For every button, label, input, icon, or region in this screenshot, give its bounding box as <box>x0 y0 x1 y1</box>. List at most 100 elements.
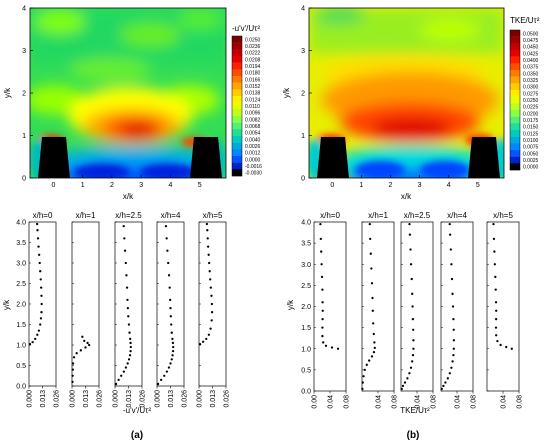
heatmap-a-colorbar-label: 0.0222 <box>245 51 261 57</box>
heatmap-a-colorbar-swatch <box>232 62 242 70</box>
profiles-b-ytick-label: 0.0 <box>301 389 311 396</box>
profiles-a-ytick-label: 3.0 <box>16 261 26 268</box>
profiles-a-ytick-label: 0.0 <box>16 384 26 391</box>
profiles-a-profile-point <box>125 286 129 289</box>
heatmap-a-colorbar-label: 0.0054 <box>245 131 261 137</box>
heatmap-a-xtick-label: 4 <box>168 182 172 189</box>
heatmap-b-colorbar-label: 0.0400 <box>523 58 539 64</box>
heatmap-b-colorbar-label: 0.0225 <box>523 105 539 111</box>
profiles-b-ytick-label: 2.0 <box>301 304 311 311</box>
profiles-a-profile-title: x/h=0 <box>33 211 53 220</box>
profiles-a-profile-point <box>114 382 118 386</box>
profiles-b-profile-xtick-label: 0.04 <box>501 395 508 409</box>
panel-label-b: (b) <box>407 430 420 441</box>
heatmap-b-colorbar-label: 0.0025 <box>523 158 539 164</box>
profiles-b-profile-title: x/h=1 <box>368 211 388 220</box>
heatmap-b-ytick-label: 3 <box>301 48 305 55</box>
heatmap-b-colorbar-swatch <box>510 156 520 164</box>
heatmap-b-colorbar-label: 0.0325 <box>523 78 539 84</box>
heatmap-a-colorbar-swatch <box>232 42 242 50</box>
profiles-a-profile-point <box>40 302 43 306</box>
heatmap-b-xtick-label: 5 <box>476 182 480 189</box>
heatmap-b-xtick-label: 0 <box>330 182 334 189</box>
profiles-a-profile-point <box>37 245 40 248</box>
heatmap-a-colorbar-label: 0.0124 <box>245 97 261 103</box>
heatmap-b-colorbar-swatch <box>510 136 520 144</box>
heatmap-b-colorbar-swatch <box>510 123 520 131</box>
heatmap-b-colorbar-label: 0.0100 <box>523 138 539 144</box>
profiles-a-profile-point <box>39 270 42 273</box>
heatmap-b-ytick-label: 1 <box>301 133 305 140</box>
profiles-a-ytick-label: 0.5 <box>16 363 26 370</box>
profiles-a-profile-point <box>120 374 123 377</box>
profiles-a-profile-point <box>31 340 34 344</box>
heatmap-b-colorbar-label: 0.0150 <box>523 125 539 131</box>
profiles-a-profile-point <box>129 345 132 349</box>
profiles-b-ytick-label: 3.5 <box>301 241 311 248</box>
heatmap-b-colorbar-label: 0.0075 <box>523 145 539 151</box>
heatmap-a-colorbar-swatch <box>232 89 242 97</box>
profiles-a-profile-point <box>167 366 171 369</box>
profiles-b-profile-title: x/h=5 <box>493 211 513 220</box>
profiles-a-profile-xtick-label: 0.026 <box>97 390 104 408</box>
profiles-b-profile-point <box>369 237 372 241</box>
heatmap-b-ytick-label: 4 <box>301 6 305 13</box>
profiles-a-profile-point <box>126 306 130 310</box>
profiles-b-profile-point <box>370 282 374 285</box>
heatmap-a-xtick-label: 5 <box>198 182 202 189</box>
profiles-b-profile-title: x/h=2.5 <box>404 211 431 220</box>
heatmap-a-colorbar-swatch <box>232 136 242 143</box>
heatmap-a-colorbar: 0.02500.02360.02220.02080.01940.01800.01… <box>231 35 262 177</box>
profiles-b-profile-xtick-label: 0.08 <box>431 395 438 409</box>
profiles-b-profile-point <box>408 222 411 226</box>
profiles-b-profile-point <box>449 248 452 251</box>
profiles-a-profile-point <box>128 354 132 357</box>
profiles-a-profile-xtick-label: 0.000 <box>113 390 120 408</box>
profiles-a-profile-point <box>165 370 169 373</box>
profiles-b-profile-point <box>319 222 322 226</box>
heatmap-a-colorbar-label: 0.0194 <box>245 64 261 70</box>
profiles-a-profile-point <box>40 286 43 289</box>
heatmap-b-colorbar-label: 0.0000 <box>523 165 539 171</box>
profiles-b-profile-point <box>324 344 328 347</box>
heatmap-b-colorbar-swatch <box>510 50 520 57</box>
profiles-a-profile-point <box>83 339 86 343</box>
profiles-b-profile-point <box>372 350 376 354</box>
profiles-b-profile-xtick-label: 0.04 <box>328 395 335 409</box>
profiles-a-profile-point <box>127 315 130 318</box>
heatmap-a-colorbar-label: 0.0012 <box>245 151 261 157</box>
profiles-a-profile-xtick-label: 0.000 <box>70 390 77 408</box>
heatmap-a-colorbar-swatch <box>232 116 242 123</box>
heatmap-a-colorbar-label: 0.0040 <box>245 137 261 143</box>
profiles-b-ytick-label: 1.0 <box>301 346 311 353</box>
profiles-a-profile-point <box>38 261 41 265</box>
profiles-b-profile-point <box>494 326 498 329</box>
profiles-a-profile-point <box>36 237 40 240</box>
heatmap-a-colorbar-swatch <box>232 162 242 170</box>
profiles-a-profile-point <box>37 329 41 332</box>
profiles-b-profile-point <box>451 360 454 363</box>
profiles-a-profile-point <box>166 249 169 252</box>
heatmap-a-ytick-label: 3 <box>22 48 26 55</box>
profiles-b-ylabel: y/k <box>286 299 295 310</box>
profiles-a-profile-point <box>34 337 37 340</box>
profiles-a-profile-point <box>198 343 202 346</box>
profiles-a-profile-point <box>210 294 213 297</box>
obstacle-left <box>317 137 349 178</box>
profiles-b-profile-point <box>369 252 372 255</box>
heatmap-a-colorbar-label: 0.0236 <box>245 44 261 50</box>
profiles-a-profile-point <box>164 224 168 228</box>
profiles-a-profile-point <box>75 352 78 355</box>
profiles-b-profile-title: x/h=0 <box>320 211 340 220</box>
profiles-b-profile-point <box>452 328 455 331</box>
profiles-a-profile-point <box>206 237 209 240</box>
heatmap-b-colorbar-swatch <box>510 150 520 157</box>
heatmap-b-ytick-label: 0 <box>301 176 305 183</box>
profiles-a-profile-point <box>208 261 211 265</box>
profiles-a-profile-xtick-label: 0.000 <box>27 390 34 408</box>
profiles-a-profile-xtick-label: 0.026 <box>182 390 189 408</box>
heatmap-b-colorbar-label: 0.0125 <box>523 131 539 137</box>
profiles-b-profile-point <box>336 347 340 350</box>
profiles-b-profile-point <box>368 359 371 362</box>
profiles-b-profile-point <box>448 222 451 226</box>
